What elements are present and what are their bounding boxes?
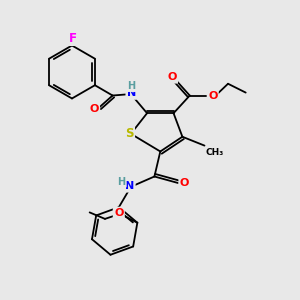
Text: F: F xyxy=(69,32,76,45)
Text: S: S xyxy=(125,127,134,140)
Text: H: H xyxy=(117,176,125,187)
Text: O: O xyxy=(180,178,189,188)
Text: CH₃: CH₃ xyxy=(206,148,224,157)
Text: O: O xyxy=(167,72,177,82)
Text: N: N xyxy=(127,88,136,98)
Text: O: O xyxy=(89,104,99,114)
Text: O: O xyxy=(114,208,124,218)
Text: H: H xyxy=(128,81,136,91)
Text: N: N xyxy=(125,181,134,191)
Text: O: O xyxy=(208,91,218,100)
